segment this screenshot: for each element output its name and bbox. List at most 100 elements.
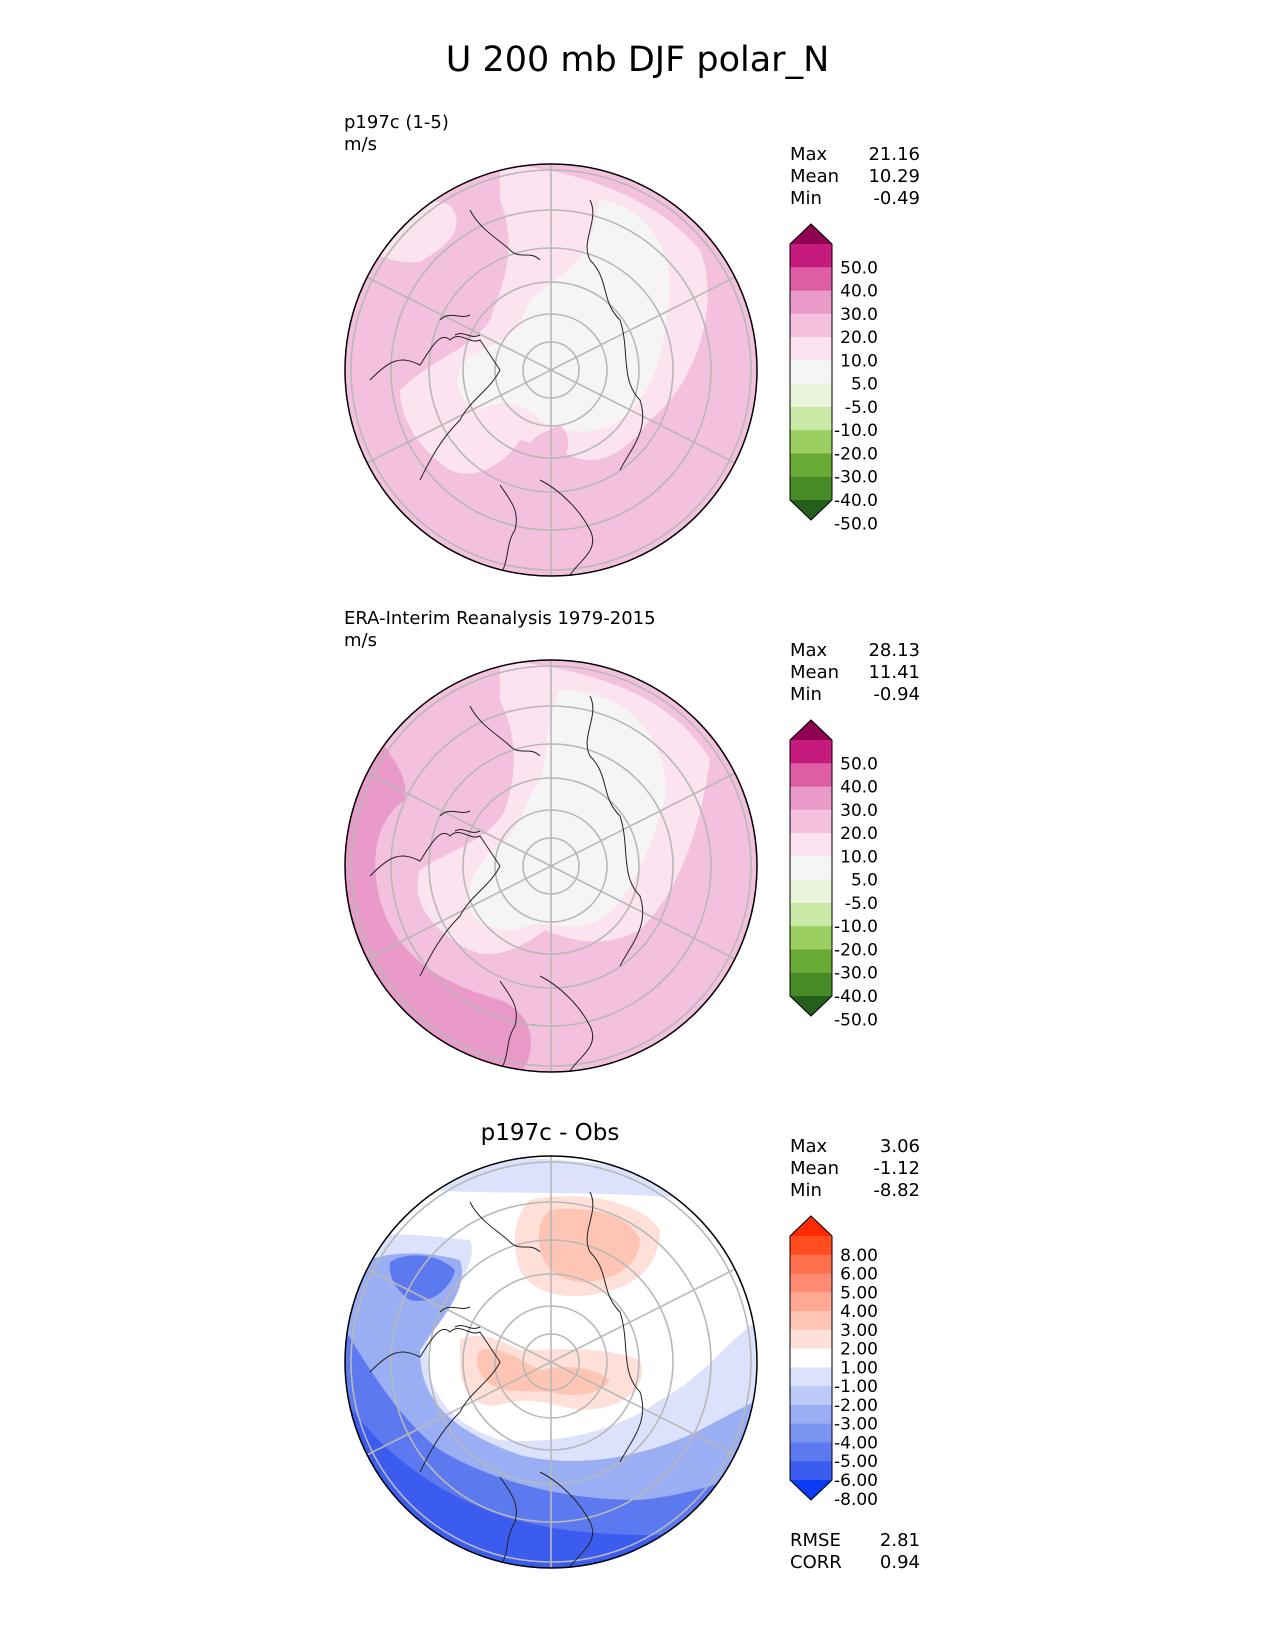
figure-title: U 200 mb DJF polar_N bbox=[445, 40, 830, 80]
stat-max: Max 21.16 bbox=[790, 144, 920, 166]
stat-value: -1.12 bbox=[873, 1158, 920, 1179]
colorbar-tick-label: -8.00 bbox=[834, 1490, 878, 1510]
region-10-20 bbox=[527, 425, 569, 470]
colorbar-tick-label: 30.0 bbox=[840, 801, 878, 821]
colorbar-segment bbox=[790, 1442, 832, 1462]
colorbar-tick-label: -30.0 bbox=[834, 964, 878, 984]
colorbar-segment bbox=[790, 476, 832, 501]
colorbar-tick-label: -40.0 bbox=[834, 987, 878, 1007]
colorbar-tick-label: -50.0 bbox=[834, 1010, 878, 1030]
map-diff-grid bbox=[345, 1156, 757, 1568]
colorbar-tick-label: -10.0 bbox=[834, 917, 878, 937]
stat-mean: Mean -1.12 bbox=[790, 1158, 920, 1180]
colorbar-segment bbox=[790, 1311, 832, 1331]
colorbar-tick-label: 50.0 bbox=[840, 258, 878, 278]
metric-value: 0.94 bbox=[879, 1552, 920, 1573]
stat-label: Min bbox=[790, 188, 822, 209]
panel-diff-metrics: RMSE 2.81 CORR 0.94 bbox=[790, 1530, 920, 1574]
colorbar-segment bbox=[790, 763, 832, 788]
colorbar-segment bbox=[790, 856, 832, 881]
stat-min: Min -8.82 bbox=[790, 1180, 920, 1202]
stat-label: Min bbox=[790, 684, 822, 705]
stat-label: Max bbox=[790, 144, 828, 165]
colorbar-tick-label: 5.0 bbox=[851, 375, 878, 395]
colorbar-segment bbox=[790, 337, 832, 361]
map-obs-grid bbox=[345, 660, 757, 1072]
stat-min: Min -0.49 bbox=[790, 188, 920, 210]
colorbar-segment bbox=[790, 290, 832, 315]
colorbar-tick-label: 3.00 bbox=[840, 1321, 878, 1341]
colorbar-extend-bottom bbox=[790, 996, 832, 1016]
colorbar-tick-label: 1.00 bbox=[840, 1358, 878, 1378]
colorbar-segment bbox=[790, 879, 832, 904]
colorbar-segment bbox=[790, 1273, 832, 1293]
colorbar-segment bbox=[790, 926, 832, 950]
colorbar-tick-label: 20.0 bbox=[840, 328, 878, 348]
map-diff-coastlines bbox=[369, 1191, 644, 1568]
colorbar-tick-label: -3.00 bbox=[834, 1415, 878, 1435]
colorbar-tick-label: 40.0 bbox=[840, 282, 878, 302]
colorbar-segment bbox=[790, 1236, 832, 1256]
map-obs-boundary bbox=[344, 659, 758, 1073]
colorbar-tick-label: 30.0 bbox=[840, 305, 878, 325]
colorbar-tick-label: 40.0 bbox=[840, 778, 878, 798]
colorbar-segment bbox=[790, 313, 832, 338]
region-20-30 bbox=[345, 700, 532, 1072]
colorbar-segment bbox=[790, 1386, 832, 1406]
colorbar-segment bbox=[790, 360, 832, 385]
region-minus8-minus6 bbox=[345, 1400, 757, 1568]
colorbar-extend-top bbox=[790, 1216, 832, 1236]
colorbar-segment bbox=[790, 809, 832, 834]
stat-label: Min bbox=[790, 1180, 822, 1201]
map-model-grid bbox=[345, 164, 757, 576]
map-obs-coastlines bbox=[369, 695, 644, 1072]
map-model-coastlines bbox=[369, 199, 644, 576]
colorbar-tick-label: -40.0 bbox=[834, 491, 878, 511]
colorbar-tick-label: 4.00 bbox=[840, 1302, 878, 1322]
stat-mean: Mean 10.29 bbox=[790, 166, 920, 188]
stat-label: Max bbox=[790, 1136, 828, 1157]
colorbar-segment bbox=[790, 740, 832, 764]
stat-value: 28.13 bbox=[868, 640, 920, 661]
metric-rmse: RMSE 2.81 bbox=[790, 1530, 920, 1552]
stat-label: Max bbox=[790, 640, 828, 661]
panel-obs-units: m/s bbox=[344, 630, 377, 651]
colorbar-segment bbox=[790, 430, 832, 454]
panel-obs-stats: Max 28.13 Mean 11.41 Min -0.94 bbox=[790, 640, 920, 706]
colorbar-segment bbox=[790, 1404, 832, 1425]
colorbar-outline bbox=[789, 719, 833, 1017]
colorbar-segment bbox=[790, 972, 832, 997]
stat-max: Max 3.06 bbox=[790, 1136, 920, 1158]
colorbar-diff: 8.006.005.004.003.002.001.00-1.00-2.00-3… bbox=[789, 1215, 878, 1510]
colorbar-extend-top bbox=[790, 720, 832, 740]
stat-mean: Mean 11.41 bbox=[790, 662, 920, 684]
colorbar-tick-label: -5.0 bbox=[845, 894, 878, 914]
colorbar-segment bbox=[790, 1292, 832, 1312]
colorbar-segment bbox=[790, 1329, 832, 1350]
colorbar-tick-label: -5.00 bbox=[834, 1452, 878, 1472]
stat-label: Mean bbox=[790, 166, 840, 187]
stat-value: 11.41 bbox=[868, 662, 920, 683]
colorbar-segment bbox=[790, 1348, 832, 1368]
colorbar-tick-label: 10.0 bbox=[840, 351, 878, 371]
colorbar-tick-label: -5.0 bbox=[845, 398, 878, 418]
colorbar-tick-label: 5.0 bbox=[851, 871, 878, 891]
colorbar-extend-bottom bbox=[790, 500, 832, 520]
colorbar-tick-label: -20.0 bbox=[834, 940, 878, 960]
colorbar-tick-label: 50.0 bbox=[840, 754, 878, 774]
colorbar-segment bbox=[790, 902, 832, 927]
metric-corr: CORR 0.94 bbox=[790, 1552, 920, 1574]
panel-diff-stats: Max 3.06 Mean -1.12 Min -8.82 bbox=[790, 1136, 920, 1202]
colorbar-tick-label: 20.0 bbox=[840, 824, 878, 844]
colorbar-outline bbox=[789, 223, 833, 521]
panel-model-units: m/s bbox=[344, 134, 377, 155]
map-model-boundary bbox=[344, 163, 758, 577]
colorbar-tick-label: 8.00 bbox=[840, 1246, 878, 1266]
panel-model-stats: Max 21.16 Mean 10.29 Min -0.49 bbox=[790, 144, 920, 210]
colorbar-segment bbox=[790, 949, 832, 974]
colorbar-tick-label: -10.0 bbox=[834, 421, 878, 441]
